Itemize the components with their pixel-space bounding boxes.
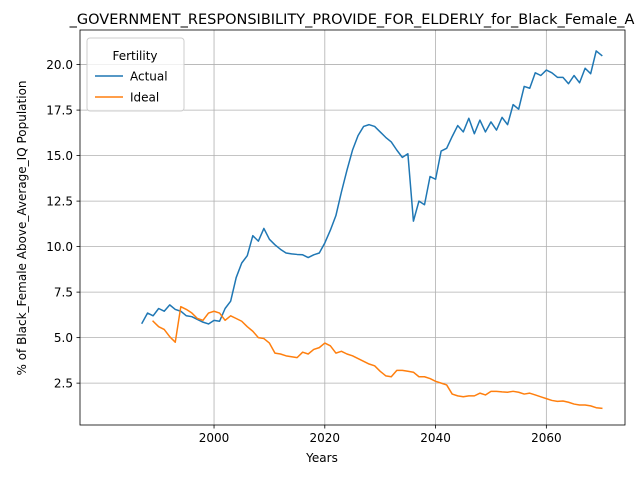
y-tick-label: 12.5 bbox=[46, 194, 73, 208]
x-tick-label: 2020 bbox=[310, 431, 341, 445]
plot-frame bbox=[79, 29, 626, 426]
y-tick-label: 2.5 bbox=[54, 376, 73, 390]
y-tick-label: 5.0 bbox=[54, 331, 73, 345]
y-tick-label: 7.5 bbox=[54, 285, 73, 299]
y-tick-label: 10.0 bbox=[46, 240, 73, 254]
y-tick-label: 15.0 bbox=[46, 149, 73, 163]
series-line-ideal bbox=[152, 305, 603, 410]
x-axis-label: Years bbox=[305, 451, 338, 465]
gridlines bbox=[80, 30, 625, 425]
series-line-actual bbox=[141, 50, 603, 325]
legend-label-ideal: Ideal bbox=[130, 91, 159, 105]
x-tick-label: 2060 bbox=[531, 431, 562, 445]
legend-label-actual: Actual bbox=[130, 70, 168, 84]
legend-title: Fertility bbox=[112, 49, 157, 63]
legend: Fertility Actual Ideal bbox=[86, 37, 185, 112]
y-tick-label: 17.5 bbox=[46, 103, 73, 117]
axis-ticks: 2000 2020 2040 2060 2.5 5.0 7.5 10.0 12.5 15.0 17.… bbox=[46, 58, 561, 445]
series-lines bbox=[141, 50, 603, 410]
y-tick-label: 20.0 bbox=[46, 58, 73, 72]
chart-title: _GOVERNMENT_RESPONSIBILITY_PROVIDE_FOR_E… bbox=[69, 12, 635, 28]
legend-box bbox=[86, 37, 185, 112]
x-tick-label: 2040 bbox=[420, 431, 451, 445]
y-axis-label: % of Black_Female Above_Average_IQ Popul… bbox=[15, 80, 29, 375]
x-tick-label: 2000 bbox=[199, 431, 230, 445]
